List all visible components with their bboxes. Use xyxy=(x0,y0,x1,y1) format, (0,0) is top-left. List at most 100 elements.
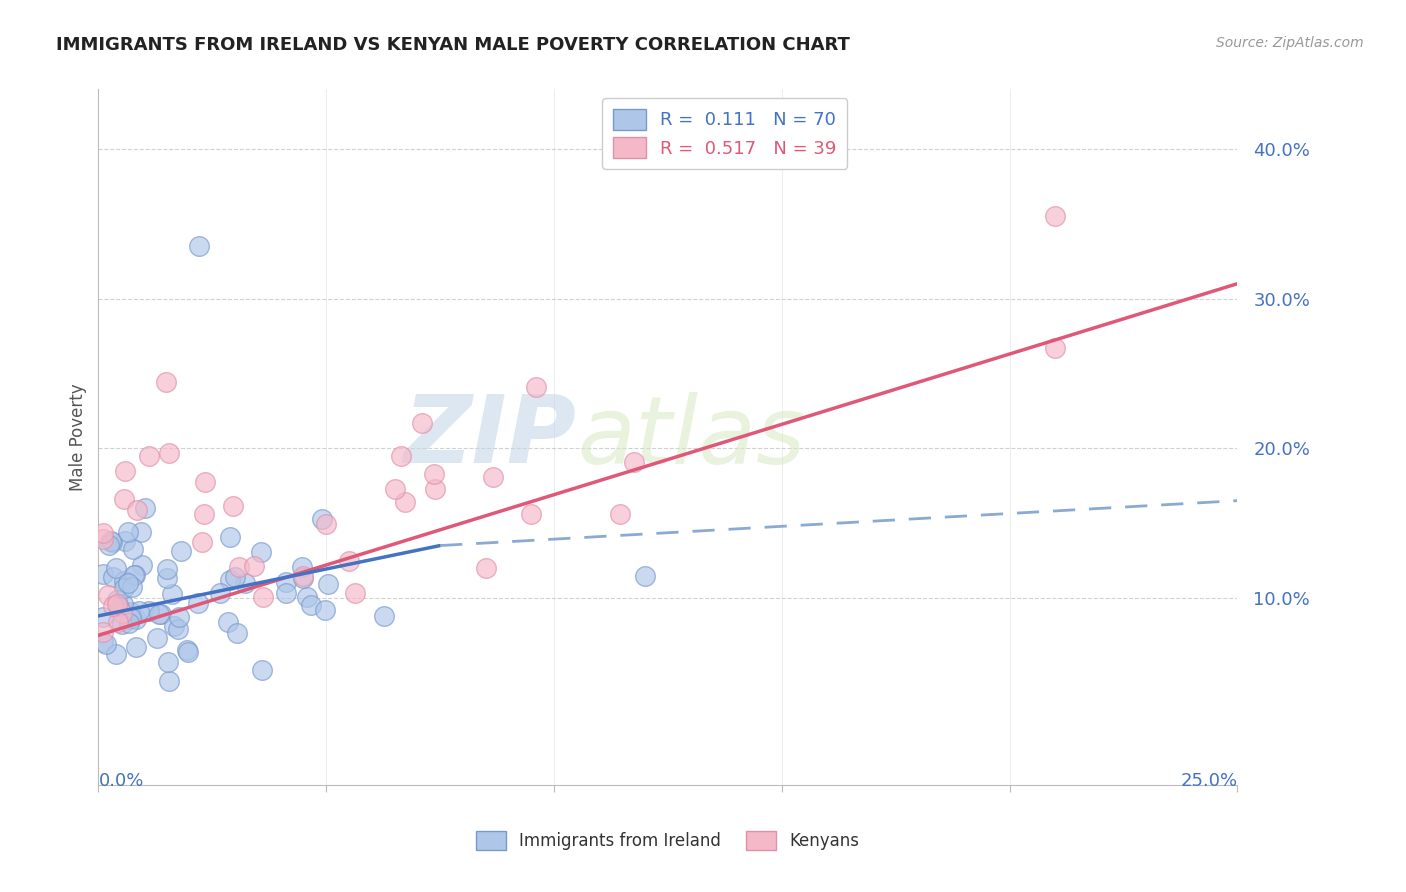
Point xyxy=(291,559,314,574)
Point xyxy=(609,507,631,521)
Point xyxy=(118,612,141,626)
Point xyxy=(103,599,125,613)
Point xyxy=(634,569,657,583)
Point xyxy=(138,603,160,617)
Point xyxy=(411,416,433,430)
Point xyxy=(155,375,177,389)
Point xyxy=(623,455,645,469)
Point xyxy=(217,615,239,629)
Point xyxy=(1043,210,1066,224)
Point xyxy=(318,577,340,591)
Point xyxy=(148,607,170,622)
Point xyxy=(111,616,134,631)
Point xyxy=(337,554,360,568)
Legend: Immigrants from Ireland, Kenyans: Immigrants from Ireland, Kenyans xyxy=(470,824,866,856)
Point xyxy=(91,635,114,649)
Point xyxy=(187,239,209,253)
Text: 0.0%: 0.0% xyxy=(98,772,143,790)
Point xyxy=(91,532,114,546)
Point xyxy=(128,604,150,618)
Point xyxy=(394,495,416,509)
Point xyxy=(156,655,179,669)
Point xyxy=(292,571,315,585)
Point xyxy=(218,574,240,588)
Point xyxy=(91,526,114,541)
Point xyxy=(209,585,232,599)
Point xyxy=(194,475,217,490)
Point xyxy=(112,574,135,588)
Point xyxy=(122,542,145,557)
Point xyxy=(474,560,496,574)
Point xyxy=(112,581,135,595)
Point xyxy=(222,499,245,513)
Point xyxy=(176,642,198,657)
Point xyxy=(108,599,131,614)
Point xyxy=(423,482,446,496)
Point xyxy=(250,544,273,558)
Point xyxy=(114,534,136,549)
Point xyxy=(122,568,145,582)
Point xyxy=(159,446,181,460)
Point xyxy=(117,524,139,539)
Point xyxy=(524,380,547,394)
Point xyxy=(156,571,179,585)
Point xyxy=(111,607,134,621)
Point xyxy=(121,580,143,594)
Point xyxy=(177,645,200,659)
Point xyxy=(423,467,446,481)
Point xyxy=(292,569,315,583)
Point xyxy=(520,507,543,521)
Point xyxy=(105,561,128,575)
Point xyxy=(218,530,240,544)
Point xyxy=(112,598,135,612)
Point xyxy=(295,591,318,605)
Point xyxy=(314,603,336,617)
Point xyxy=(274,574,297,589)
Point xyxy=(98,538,121,552)
Text: ZIP: ZIP xyxy=(404,391,576,483)
Point xyxy=(138,449,160,463)
Point xyxy=(146,631,169,645)
Point xyxy=(344,585,367,599)
Point xyxy=(167,610,190,624)
Point xyxy=(120,611,142,625)
Point xyxy=(149,607,172,622)
Point xyxy=(276,586,298,600)
Point xyxy=(228,560,250,574)
Point xyxy=(299,598,322,612)
Point xyxy=(187,596,209,610)
Point xyxy=(311,512,333,526)
Point xyxy=(104,648,127,662)
Point xyxy=(226,625,249,640)
Point xyxy=(243,558,266,573)
Point xyxy=(315,517,337,532)
Point xyxy=(389,449,412,463)
Point xyxy=(131,558,153,573)
Point xyxy=(101,570,124,584)
Point xyxy=(114,464,136,478)
Point xyxy=(125,640,148,655)
Point xyxy=(120,606,142,620)
Text: Source: ZipAtlas.com: Source: ZipAtlas.com xyxy=(1216,36,1364,50)
Point xyxy=(191,535,214,549)
Point xyxy=(1043,341,1066,355)
Point xyxy=(105,592,128,607)
Point xyxy=(100,534,122,549)
Point xyxy=(373,608,395,623)
Point xyxy=(157,674,180,689)
Point xyxy=(167,622,190,636)
Point xyxy=(134,500,156,515)
Point xyxy=(252,590,274,604)
Point xyxy=(170,543,193,558)
Point xyxy=(193,507,215,521)
Point xyxy=(162,587,184,601)
Text: IMMIGRANTS FROM IRELAND VS KENYAN MALE POVERTY CORRELATION CHART: IMMIGRANTS FROM IRELAND VS KENYAN MALE P… xyxy=(56,36,851,54)
Point xyxy=(125,612,148,626)
Point xyxy=(224,570,246,584)
Point xyxy=(156,561,179,575)
Point xyxy=(107,615,129,630)
Point xyxy=(163,618,186,632)
Point xyxy=(481,469,503,483)
Point xyxy=(97,588,120,602)
Point xyxy=(252,663,274,677)
